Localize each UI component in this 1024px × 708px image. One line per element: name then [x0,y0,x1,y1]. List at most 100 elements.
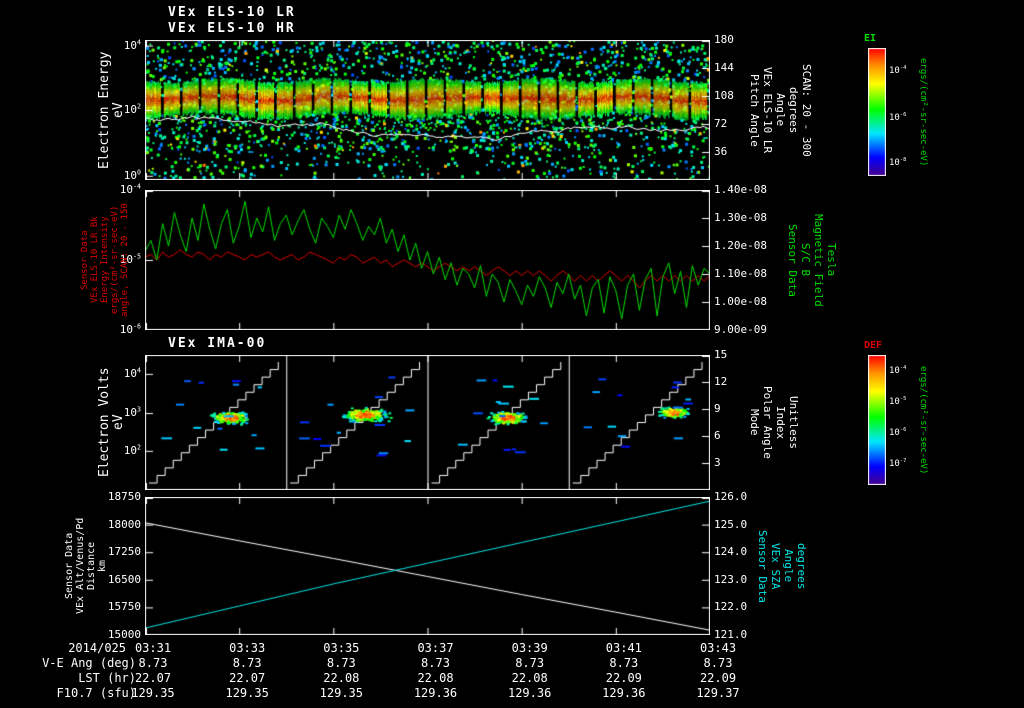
els-right-tick: 180 [714,33,734,46]
els-colorbar [868,48,886,176]
ima-right-axis-line: Polar Angle [761,386,774,459]
mag-right-tick: 1.20e-08 [714,239,767,252]
mag-left-axis-title: Sensor Data VEx ELS-10 LR Bk Energy Intens… [80,190,132,330]
els-left-tick: 104 [123,37,141,52]
els-right-axis-title: Pitch Angle VEx ELS-10 LR Angle degrees SCAN… [748,40,815,180]
eph-right-tick: 123.0 [714,572,748,586]
els-spectrogram-canvas [145,40,710,180]
footer-value: 22.09 [699,671,737,685]
time-tick-label: 03:31 [134,641,172,655]
ima-right-tick: 3 [714,456,721,469]
eph-right-axis-line: VEx SZA [769,542,782,590]
footer-value: 22.08 [323,671,360,685]
eph-right-tick: 126.0 [714,490,748,503]
ima-left-tick: 104 [123,366,141,380]
colorbar-units: ergs/(cm²-sr-sec-eV) [918,365,928,475]
ima-left-axis-line: eV [111,414,126,431]
colorbar-tick: 10-6 [889,427,907,438]
eph-left-axis-title: Sensor Data VEx Alt/Venus/Pd Distance km [64,497,110,635]
eph-right-axis-title: Sensor Data VEx SZA Angle degrees [756,497,810,635]
eph-left-tick: 15000 [107,628,141,641]
colorbar-tick: 10-4 [889,364,907,376]
ima-spectrogram-panel [145,355,710,490]
time-tick-label: 03:37 [417,641,454,655]
eph-left-tick: 18000 [107,517,141,531]
eph-left-tick: 17250 [107,545,141,559]
eph-left-axis-line: km [97,559,108,573]
footer-value: 129.35 [319,686,363,700]
els-spectrogram-panel [145,40,710,180]
time-tick-label: 03:41 [605,641,642,655]
els-right-tick: 72 [714,117,728,130]
els-left-tick: 102 [123,102,141,116]
ima-right-tick: 12 [714,375,728,388]
els-right-tick: 36 [714,145,728,158]
els-left-tick: 100 [123,168,141,182]
time-tick-label: 03:39 [511,641,548,655]
ephemeris-panel [145,497,710,635]
ima-spectrogram-canvas [145,355,710,490]
time-tick-label: 03:33 [229,641,266,655]
mag-left-axis-line: VEx ELS-10 LR Bk [90,216,100,304]
colorbar-tick: 10-7 [889,458,907,470]
footer-value: 22.09 [605,671,642,685]
date-label: 2014/025 [68,641,126,655]
panel-title-ima: VEx IMA-00 [168,336,267,351]
mag-right-tick: 1.40e-08 [714,183,767,196]
mag-left-axis-line: Sensor Data [80,230,90,290]
mag-right-tick: 1.00e-08 [714,295,767,308]
els-right-axis-line: degrees [787,86,800,134]
els-left-axis-line: eV [111,102,126,118]
ima-right-axis-line: Unitless [787,396,800,449]
ima-right-tick: 6 [714,429,721,442]
footer-value: 22.08 [417,671,454,685]
els-right-axis-line: SCAN: 20 - 300 [800,63,813,157]
mag-right-axis-line: Sensor Data [786,223,799,297]
footer-value: 129.36 [507,686,552,700]
footer-value: 22.07 [229,671,266,685]
eph-right-axis-line: Angle [782,549,795,583]
ima-right-tick: 15 [714,348,728,361]
colorbar-units: ergs/(cm²-sr-sec-eV) [918,57,928,167]
mag-left-axis-line: ergs/(cm²-sr-sec-eV) [110,205,120,315]
colorbar-tick: 10-5 [889,395,907,407]
els-right-axis-line: Pitch Angle [748,73,761,147]
eph-right-tick: 121.0 [714,628,748,641]
mag-left-axis-line: Energy Intensity [100,216,110,304]
ima-right-tick: 9 [714,402,721,415]
ima-colorbar [868,355,886,485]
footer-value: 129.36 [413,686,458,700]
footer-value: 8.73 [138,656,168,670]
eph-left-axis-line: Distance [86,541,97,591]
footer-row-label: F10.7 (sfu) [56,686,136,700]
footer-row-label: V-E Ang (deg) [42,656,136,670]
mag-left-axis-line: angle, SCAN: 20 - 150 [120,203,130,317]
eph-left-tick: 16500 [107,572,141,586]
eph-right-axis-line: Sensor Data [756,529,769,603]
ima-left-axis-title: Electron Volts eV [97,355,128,490]
colorbar-tick: 10-6 [889,112,907,124]
footer-value: 8.73 [326,656,356,670]
ima-left-tick: 102 [123,443,141,457]
footer-value: 129.35 [131,686,175,700]
magnetic-field-canvas [145,190,710,330]
time-tick-label: 03:43 [699,641,737,655]
footer-value: 8.73 [515,656,545,670]
footer-value: 129.35 [225,686,269,700]
mag-left-tick: 10-6 [119,322,141,336]
eph-left-tick: 15750 [107,600,141,614]
els-right-axis-line: VEx ELS-10 LR [761,66,774,154]
magnetic-field-panel [145,190,710,330]
mag-right-axis-line: S/C B [799,243,812,277]
mag-right-tick: 9.00e-09 [714,323,767,336]
mag-right-axis-line: Magnetic Field [812,213,825,307]
ima-right-axis-line: Mode [748,409,761,436]
footer-value: 8.73 [421,656,450,670]
els-left-axis-line: Electron Energy [97,51,112,169]
colorbar-title: EI [864,33,877,44]
mag-right-axis-title: Sensor Data S/C B Magnetic Field Tesla [786,190,840,330]
els-right-tick: 108 [714,89,734,102]
footer-value: 22.08 [511,671,548,685]
footer-value: 8.73 [232,656,262,670]
